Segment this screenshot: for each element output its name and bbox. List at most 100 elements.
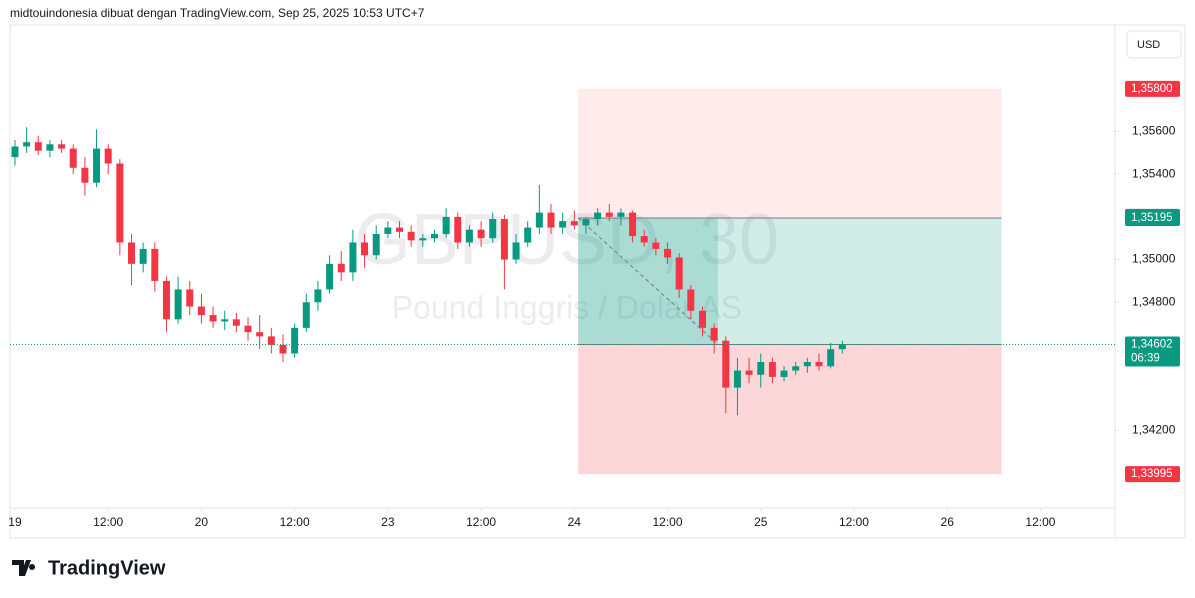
candle-body bbox=[69, 148, 77, 168]
candle-body bbox=[116, 163, 124, 243]
x-tick-label: 12:00 bbox=[280, 515, 310, 529]
candle-body bbox=[594, 212, 602, 220]
x-tick-label: 12:00 bbox=[466, 515, 496, 529]
x-tick-label: 12:00 bbox=[839, 515, 869, 529]
candle-body bbox=[151, 248, 159, 281]
entry-badge-label: 1,35195 bbox=[1131, 212, 1173, 224]
candle-body bbox=[675, 257, 683, 290]
x-tick-label: 12:00 bbox=[1025, 515, 1055, 529]
y-tick-label: 1,35000 bbox=[1132, 252, 1176, 266]
candle-body bbox=[302, 302, 310, 328]
candle-body bbox=[361, 242, 369, 256]
x-tick-label: 26 bbox=[941, 515, 955, 529]
axes: 19 12:00 20 12:00 23 12:00 24 12:00 25 12:00 26 12:… bbox=[8, 80, 1180, 529]
candle-body bbox=[792, 366, 800, 371]
candle-body bbox=[815, 362, 823, 367]
candle-body bbox=[256, 332, 264, 337]
candle-body bbox=[419, 238, 427, 241]
target-badge bbox=[1125, 466, 1180, 483]
candle-body bbox=[617, 212, 625, 217]
chart-frame bbox=[9, 24, 1186, 539]
candle-body bbox=[232, 319, 240, 326]
candle-body bbox=[489, 219, 497, 239]
candle-body bbox=[326, 263, 334, 290]
x-tick-label: 12:00 bbox=[93, 515, 123, 529]
y-tick-label: 1,35400 bbox=[1132, 166, 1176, 180]
current-price-badge bbox=[1125, 336, 1180, 367]
current-price-badge-label: 1,34602 bbox=[1131, 339, 1173, 351]
candle-body bbox=[605, 212, 613, 217]
candle-body bbox=[314, 289, 322, 303]
candle-body bbox=[827, 349, 835, 367]
candle-body bbox=[209, 315, 217, 322]
candle-body bbox=[349, 242, 357, 273]
candle-body bbox=[454, 216, 462, 243]
stop-badge bbox=[1125, 80, 1180, 97]
candle-body bbox=[512, 242, 520, 260]
currency-label: USD bbox=[1137, 39, 1160, 51]
candle-body bbox=[547, 212, 555, 228]
candle-body bbox=[629, 212, 637, 237]
x-tick-label: 23 bbox=[381, 515, 395, 529]
x-tick-label: 20 bbox=[195, 515, 209, 529]
candle-body bbox=[34, 142, 42, 151]
candle-body bbox=[664, 248, 672, 258]
candle-body bbox=[733, 370, 741, 388]
entry-badge bbox=[1125, 209, 1180, 226]
trade-path bbox=[577, 217, 719, 345]
candle-body bbox=[197, 306, 205, 316]
candles bbox=[11, 127, 846, 416]
x-tick-label: 25 bbox=[754, 515, 768, 529]
candle-body bbox=[23, 142, 31, 147]
candle-body bbox=[244, 325, 252, 333]
candle-body bbox=[267, 336, 275, 345]
stop-badge-label: 1,35800 bbox=[1131, 83, 1173, 95]
candle-body bbox=[407, 231, 415, 241]
candle-body bbox=[396, 227, 404, 232]
x-tick-label: 19 bbox=[8, 515, 22, 529]
candle-body bbox=[803, 362, 811, 367]
candle-body bbox=[465, 229, 473, 243]
candle-body bbox=[698, 310, 706, 328]
candle-body bbox=[570, 221, 578, 226]
candle-body bbox=[104, 148, 112, 164]
candle-body bbox=[139, 248, 147, 264]
candle-body bbox=[372, 233, 380, 256]
candle-body bbox=[768, 362, 776, 377]
stop-zone bbox=[578, 88, 1002, 218]
position-tool bbox=[577, 88, 1002, 475]
candle-body bbox=[221, 319, 229, 322]
candle-body bbox=[535, 212, 543, 228]
header-text: midtouindonesia dibuat dengan TradingVie… bbox=[10, 6, 425, 20]
candle-body bbox=[687, 289, 695, 311]
candle-body bbox=[582, 219, 590, 226]
candle-body bbox=[430, 233, 438, 239]
logo-icon bbox=[12, 560, 36, 576]
countdown: 06:39 bbox=[1131, 353, 1160, 365]
candle-body bbox=[279, 344, 287, 354]
candle-body bbox=[93, 148, 101, 183]
logo-text: TradingView bbox=[48, 557, 166, 579]
y-tick-label: 1,34800 bbox=[1132, 294, 1176, 308]
candle-body bbox=[477, 229, 485, 239]
candle-body bbox=[757, 362, 765, 375]
candle-body bbox=[722, 340, 730, 388]
candle-body bbox=[384, 227, 392, 234]
candle-body bbox=[838, 344, 846, 350]
currency-button[interactable] bbox=[1126, 30, 1182, 59]
candle-body bbox=[442, 216, 450, 234]
x-tick-label: 24 bbox=[568, 515, 582, 529]
candle-body bbox=[524, 227, 532, 243]
candle-body bbox=[186, 289, 194, 307]
candle-body bbox=[745, 370, 753, 375]
candle-body bbox=[652, 242, 660, 249]
candle-body bbox=[640, 236, 648, 243]
candle-body bbox=[337, 263, 345, 273]
y-tick-label: 1,35600 bbox=[1132, 124, 1176, 138]
y-tick-label: 1,34200 bbox=[1132, 422, 1176, 436]
watermark-description: Pound Inggris / Dolar AS bbox=[392, 289, 742, 325]
logo: TradingView bbox=[12, 557, 166, 579]
target-zone bbox=[578, 344, 1002, 475]
candle-body bbox=[174, 289, 182, 320]
